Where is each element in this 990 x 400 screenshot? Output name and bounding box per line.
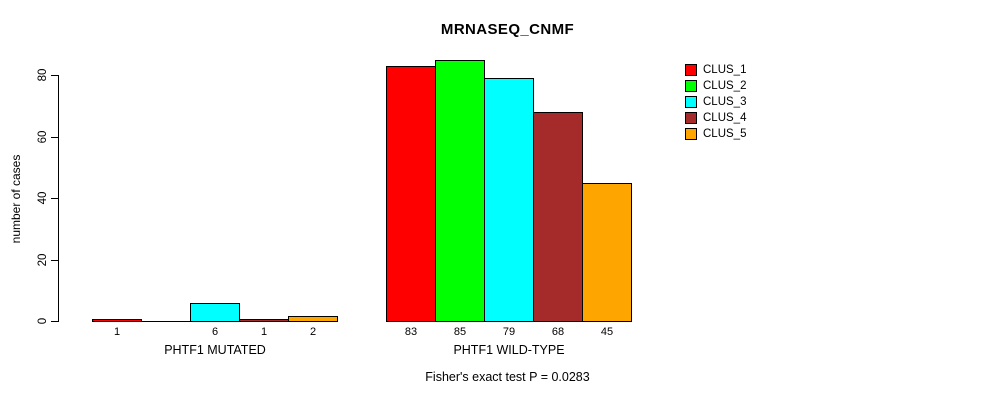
y-tick-label: 80 bbox=[37, 68, 49, 82]
bar-clus_2-wildtype bbox=[435, 60, 485, 322]
bar-value-label: 45 bbox=[600, 326, 614, 338]
y-tick-mark bbox=[51, 198, 58, 199]
legend-swatch-clus_4 bbox=[685, 112, 697, 124]
bar-clus_5-mutated bbox=[288, 316, 338, 322]
legend-item-clus_2: CLUS_2 bbox=[685, 78, 746, 94]
y-tick-label: 0 bbox=[37, 317, 49, 325]
bar-value-label: 85 bbox=[453, 326, 467, 338]
legend-item-label: CLUS_4 bbox=[703, 112, 747, 124]
bar-clus_1-wildtype bbox=[386, 66, 436, 322]
legend-item-label: CLUS_5 bbox=[703, 128, 747, 140]
legend-item-label: CLUS_3 bbox=[703, 96, 747, 108]
legend-item-clus_3: CLUS_3 bbox=[685, 94, 746, 110]
bar-value-label: 1 bbox=[260, 326, 268, 338]
legend-swatch-clus_3 bbox=[685, 96, 697, 108]
bar-value-label: 2 bbox=[309, 326, 317, 338]
y-tick-mark bbox=[51, 260, 58, 261]
y-axis-line bbox=[58, 75, 59, 322]
bar-clus_3-mutated bbox=[190, 303, 240, 322]
x-group-label-mutated: PHTF1 MUTATED bbox=[164, 343, 266, 357]
legend-item-label: CLUS_1 bbox=[703, 64, 747, 76]
bar-value-label: 83 bbox=[404, 326, 418, 338]
legend-swatch-clus_1 bbox=[685, 64, 697, 76]
bar-clus_3-wildtype bbox=[484, 78, 534, 322]
y-tick-mark bbox=[51, 75, 58, 76]
y-tick-label: 60 bbox=[37, 130, 49, 144]
y-tick-label: 20 bbox=[37, 253, 49, 267]
bar-clus_1-mutated bbox=[92, 319, 142, 322]
bar-clus_4-mutated bbox=[239, 319, 289, 322]
bar-value-label: 68 bbox=[551, 326, 565, 338]
stat-caption: Fisher's exact test P = 0.0283 bbox=[425, 370, 590, 384]
chart-title: MRNASEQ_CNMF bbox=[440, 21, 575, 38]
x-group-label-wildtype: PHTF1 WILD-TYPE bbox=[453, 343, 565, 357]
legend-item-clus_4: CLUS_4 bbox=[685, 110, 746, 126]
y-tick-mark bbox=[51, 137, 58, 138]
y-tick-mark bbox=[51, 321, 58, 322]
bar-clus_5-wildtype bbox=[582, 183, 632, 322]
bar-clus_2-mutated bbox=[141, 321, 191, 322]
y-tick-label: 40 bbox=[37, 191, 49, 205]
bar-clus_4-wildtype bbox=[533, 112, 583, 322]
legend-item-clus_5: CLUS_5 bbox=[685, 126, 746, 142]
legend-swatch-clus_5 bbox=[685, 128, 697, 140]
bar-value-label: 1 bbox=[113, 326, 121, 338]
legend-item-clus_1: CLUS_1 bbox=[685, 62, 746, 78]
bar-value-label: 6 bbox=[211, 326, 219, 338]
bar-value-label: 79 bbox=[502, 326, 516, 338]
legend-swatch-clus_2 bbox=[685, 80, 697, 92]
legend: CLUS_1 CLUS_2 CLUS_3 CLUS_4 CLUS_5 bbox=[685, 62, 746, 142]
legend-item-label: CLUS_2 bbox=[703, 80, 747, 92]
